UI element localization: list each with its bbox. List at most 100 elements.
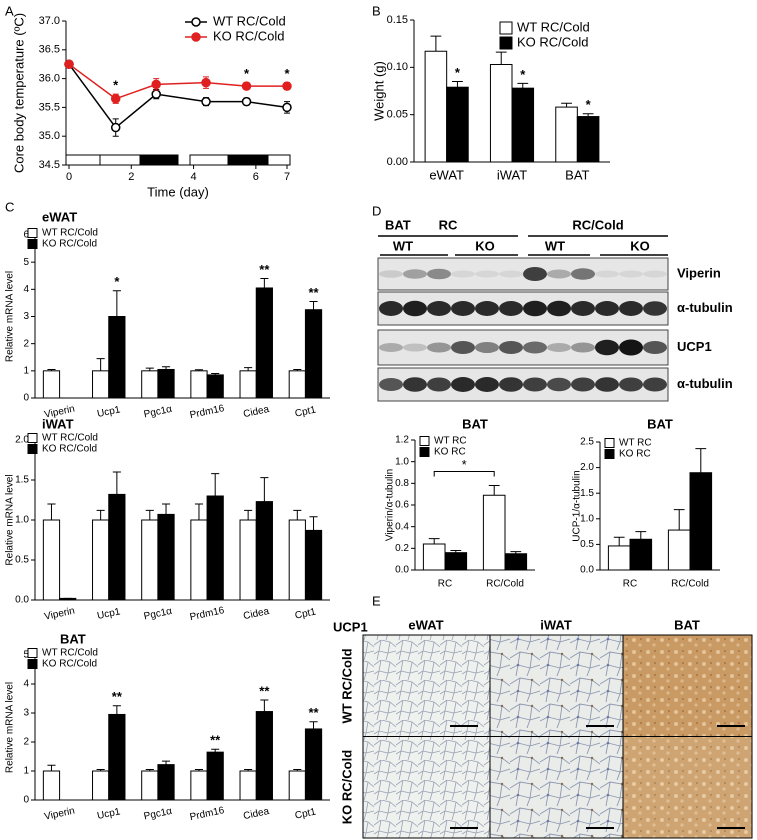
bar (157, 513, 175, 601)
bar (607, 545, 631, 571)
legend-swatch (27, 659, 38, 669)
data-point (151, 89, 161, 99)
y-tick-label: 0.4 (395, 521, 409, 532)
legend-label: KO RC/Cold (517, 34, 589, 49)
blot-band (547, 269, 571, 279)
data-point (110, 94, 121, 104)
legend-label: KO RC/Cold (213, 28, 285, 43)
legend-marker (191, 17, 201, 27)
significance-mark: ** (112, 689, 123, 704)
x-tick-label: Cidea (242, 404, 270, 420)
y-tick-label: 0.10 (387, 61, 408, 73)
error-bar (635, 531, 647, 540)
x-tick-label: Prdm16 (189, 403, 226, 421)
bar (689, 472, 713, 571)
bar (141, 370, 159, 399)
data-point (282, 102, 292, 113)
bar (255, 287, 273, 399)
y-tick-label: 1.5 (15, 475, 29, 486)
error-bar (293, 769, 302, 771)
bar (304, 309, 323, 399)
y-tick-label: 34.5 (39, 159, 60, 171)
bar (511, 87, 535, 163)
y-tick-label: 0.15 (387, 14, 408, 26)
blot-band (619, 270, 643, 278)
y-axis-label: UCP-1/α-tubulin (572, 470, 583, 541)
blot-band (643, 301, 667, 316)
bar (422, 543, 446, 571)
error-bar (244, 367, 253, 371)
bar (108, 316, 126, 399)
y-tick-label: 0.2 (395, 543, 409, 554)
legend-label: WT RC/Cold (42, 228, 98, 239)
data-point (241, 96, 252, 107)
legend-label: WT RC/Cold (213, 13, 286, 28)
blot-group: RC (439, 217, 458, 232)
blot-band (643, 341, 667, 354)
x-tick-label: Cpt1 (294, 806, 317, 821)
legend-label: KO RC/Cold (42, 444, 97, 455)
error-bar (145, 367, 154, 371)
error-bar (309, 721, 318, 729)
x-tick-label: 7 (284, 171, 290, 183)
y-axis-label: Viperin/α-tubulin (385, 469, 396, 541)
y-tick-label: 1.0 (15, 515, 29, 526)
y-tick-label: 1.5 (580, 488, 594, 499)
x-tick-label: Cpt1 (294, 606, 317, 621)
legend-marker (191, 32, 201, 42)
blot-band (403, 377, 427, 392)
blot-band (403, 269, 427, 279)
axis-line (34, 655, 330, 801)
legend-swatch (27, 228, 38, 238)
error-bar (47, 764, 56, 771)
bar (304, 728, 323, 801)
blot-band (619, 339, 643, 356)
panel-label: C (5, 199, 14, 214)
y-tick-label: 1 (23, 766, 29, 777)
x-tick-label: Pgc1α (143, 606, 173, 623)
x-tick-label: Prdm16 (189, 805, 226, 823)
significance-mark: ** (259, 683, 270, 698)
significance-mark: * (244, 66, 250, 81)
bar (157, 368, 175, 399)
error-bar (452, 81, 463, 88)
significance-mark: * (284, 66, 290, 81)
histology-images (362, 634, 753, 839)
y-tick-label: 2 (23, 338, 29, 349)
y-tick-label: 0.5 (580, 539, 594, 550)
y-tick-label: 3 (23, 708, 29, 719)
legend-swatch (27, 648, 38, 658)
series-line (68, 63, 287, 100)
error-bar (428, 538, 440, 544)
blot-row-label: Viperin (677, 265, 721, 280)
y-tick-label: 4 (23, 679, 29, 690)
x-tick-label: Viperin (43, 806, 76, 823)
y-axis-label: Core body temperature (ºC) (11, 13, 26, 173)
y-tick-label: 0.0 (395, 565, 409, 576)
blot-band (571, 268, 595, 280)
legend-label: WT RC (619, 438, 652, 449)
histology-row: KO RC/Cold (339, 750, 354, 824)
bar (504, 553, 528, 571)
data-point (110, 122, 121, 133)
bar (255, 711, 273, 801)
histology-column: iWAT (540, 617, 572, 632)
blot-band (595, 301, 619, 316)
data-point (241, 81, 252, 91)
error-bar (561, 102, 572, 108)
y-tick-label: 2.0 (15, 435, 29, 446)
x-tick-label: Prdm16 (189, 605, 226, 623)
y-tick-label: 6 (23, 230, 29, 241)
significance-mark: * (114, 274, 120, 289)
error-bar (430, 35, 442, 52)
panel-label: E (372, 593, 381, 608)
bar (42, 770, 61, 801)
x-tick-label: 2 (128, 171, 134, 183)
significance-bracket (433, 471, 495, 477)
blot-genotype: WT (545, 238, 565, 253)
bar (489, 63, 513, 163)
blot-band (403, 343, 427, 352)
y-tick-label: 0.0 (580, 565, 594, 576)
blot-band (499, 377, 523, 392)
x-tick-label: Cpt1 (294, 404, 317, 419)
